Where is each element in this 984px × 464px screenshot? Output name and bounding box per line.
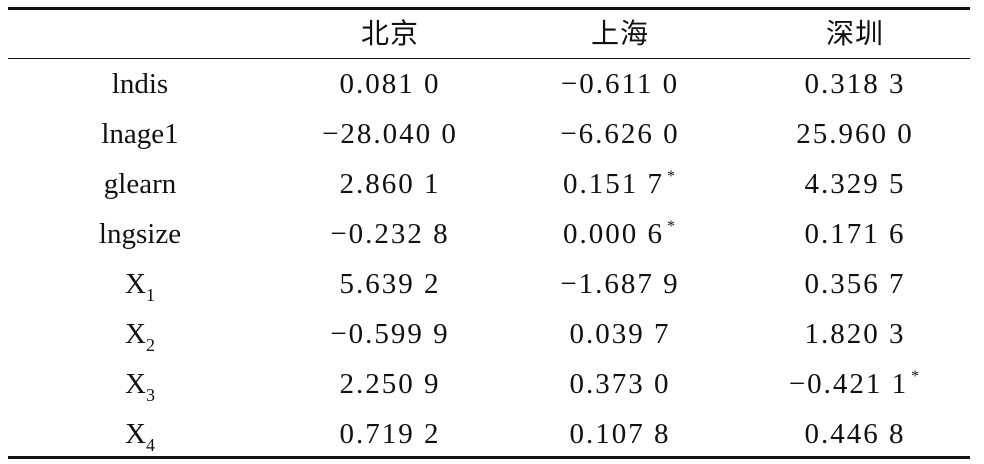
table-cell: 0.373 0 [505,359,735,409]
table-cell: 0.039 7 [505,309,735,359]
table-cell: 0.356 7 [740,259,970,309]
cell-value: −1.687 9 [560,268,680,300]
table-cell: 2.860 1 [275,159,505,209]
cell-value: −0.421 1 [788,368,909,400]
cell-value: 25.960 0 [796,118,914,150]
label-text: lndis [111,68,169,100]
column-header: 北京 [360,17,419,50]
cell-value: 0.373 0 [569,368,671,400]
significance-mark: * [667,218,677,235]
label-subscript: 2 [145,335,155,355]
cell-value: 0.356 7 [804,268,906,300]
significance-mark: * [667,168,677,185]
table-cell: 0.081 0 [275,59,505,109]
cell-value: −0.599 9 [330,318,450,350]
top-rule [8,7,970,10]
label-text: X [125,318,146,350]
cell-value: 0.719 2 [339,418,441,450]
cell-value: 0.107 8 [569,418,671,450]
cell-value: 0.081 0 [339,68,441,100]
table-cell: 0.151 7 * [505,159,735,209]
label-subscript: 3 [145,385,155,405]
label-text: X [125,268,146,300]
column-header: 深圳 [825,17,884,50]
row-label: lngsize [25,209,255,259]
table-cell: 0.446 8 [740,409,970,459]
table-cell: 0.719 2 [275,409,505,459]
table-cell: 0.107 8 [505,409,735,459]
table-cell: −0.599 9 [275,309,505,359]
table-cell: 4.329 5 [740,159,970,209]
cell-value: 0.000 6 [563,218,664,250]
row-label: X3 [25,359,255,409]
table-cell: 1.820 3 [740,309,970,359]
table-cell: 0.000 6 * [505,209,735,259]
cell-value: −0.232 8 [330,218,450,250]
table-cell: −0.611 0 [505,59,735,109]
label-subscript: 1 [145,285,155,305]
label-text: X [125,368,146,400]
column-header: 上海 [590,17,649,50]
label-text: lngsize [98,218,182,250]
cell-value: 2.250 9 [339,368,441,400]
cell-value: 0.171 6 [804,218,906,250]
table-cell: −0.232 8 [275,209,505,259]
cell-value: 5.639 2 [339,268,441,300]
label-text: glearn [103,168,177,200]
cell-value: −6.626 0 [560,118,680,150]
table-cell: 5.639 2 [275,259,505,309]
cell-value: 4.329 5 [804,168,906,200]
cell-value: 2.860 1 [339,168,441,200]
significance-mark: * [911,368,922,385]
row-label: X4 [25,409,255,459]
table-cell: −6.626 0 [505,109,735,159]
row-label: X1 [25,259,255,309]
table-cell: 0.318 3 [740,59,970,109]
cell-value: 0.039 7 [569,318,671,350]
cell-value: −0.611 0 [560,68,680,100]
cell-value: 0.318 3 [804,68,906,100]
table-cell: −1.687 9 [505,259,735,309]
label-text: lnage1 [101,118,179,150]
cell-value: −28.040 0 [322,118,458,150]
row-label: glearn [25,159,255,209]
label-subscript: 4 [145,435,155,455]
table-cell: −28.040 0 [275,109,505,159]
bottom-rule [8,456,970,459]
cell-value: 1.820 3 [804,318,906,350]
table-cell: 0.171 6 [740,209,970,259]
table-cell: 2.250 9 [275,359,505,409]
table-cell: −0.421 1 * [740,359,970,409]
row-label: X2 [25,309,255,359]
cell-value: 0.446 8 [804,418,906,450]
row-label: lnage1 [25,109,255,159]
label-text: X [125,418,146,450]
table-cell: 25.960 0 [740,109,970,159]
cell-value: 0.151 7 [563,168,664,200]
row-label: lndis [25,59,255,109]
header-rule [8,58,970,59]
